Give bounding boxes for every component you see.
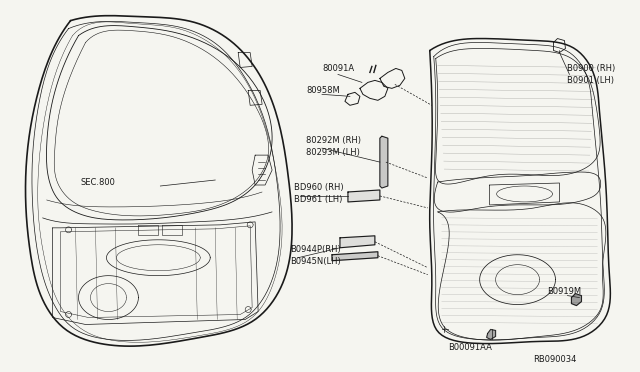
Polygon shape	[486, 330, 495, 339]
Text: RB090034: RB090034	[534, 355, 577, 364]
Text: BD961 (LH): BD961 (LH)	[294, 195, 342, 205]
Text: BD960 (RH): BD960 (RH)	[294, 183, 344, 192]
Polygon shape	[348, 190, 380, 202]
Polygon shape	[380, 136, 388, 188]
Polygon shape	[572, 294, 581, 305]
Text: 80958M: 80958M	[306, 86, 340, 95]
Polygon shape	[332, 252, 378, 261]
Text: B0944P(RH): B0944P(RH)	[290, 245, 341, 254]
Text: B0919M: B0919M	[547, 287, 582, 296]
Text: B00091AA: B00091AA	[448, 343, 492, 352]
Text: B0945N(LH): B0945N(LH)	[290, 257, 341, 266]
Text: B0901 (LH): B0901 (LH)	[568, 76, 614, 85]
Text: 80091A: 80091A	[322, 64, 354, 73]
Text: SEC.800: SEC.800	[81, 177, 115, 186]
Text: 80292M (RH): 80292M (RH)	[306, 136, 361, 145]
Text: B0900 (RH): B0900 (RH)	[568, 64, 616, 73]
Polygon shape	[340, 236, 375, 248]
Text: 80293M (LH): 80293M (LH)	[306, 148, 360, 157]
